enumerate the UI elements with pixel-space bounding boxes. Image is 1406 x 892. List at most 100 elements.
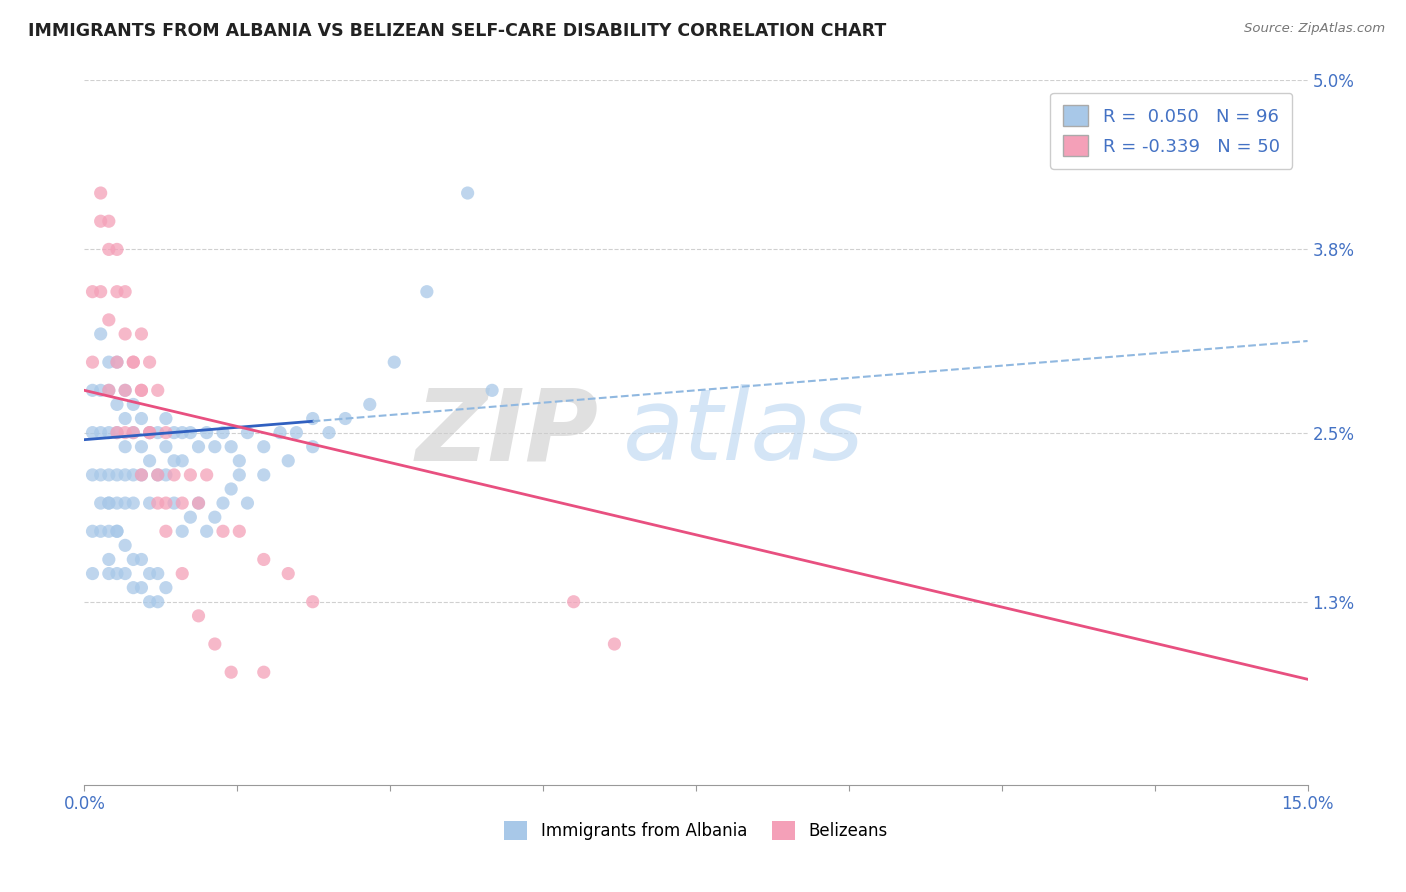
Point: [335, 411, 357, 425]
Point: [219, 482, 242, 496]
Text: ZIP: ZIP: [415, 384, 598, 481]
Point: [97, 313, 120, 327]
Point: [90, 214, 112, 228]
Point: [97, 384, 120, 398]
Point: [204, 510, 226, 524]
Point: [277, 566, 299, 581]
Point: [131, 552, 153, 566]
Point: [253, 440, 276, 454]
Point: [97, 467, 120, 482]
Point: [97, 214, 120, 228]
Point: [105, 355, 128, 369]
Point: [122, 581, 145, 595]
Point: [90, 467, 112, 482]
Point: [131, 467, 153, 482]
Point: [138, 425, 160, 440]
Point: [163, 467, 186, 482]
Point: [219, 440, 242, 454]
Point: [359, 397, 381, 411]
Point: [253, 552, 276, 566]
Text: Source: ZipAtlas.com: Source: ZipAtlas.com: [1244, 22, 1385, 36]
Legend: Immigrants from Albania, Belizeans: Immigrants from Albania, Belizeans: [498, 814, 894, 847]
Point: [131, 411, 153, 425]
Point: [155, 581, 177, 595]
Point: [195, 425, 218, 440]
Point: [269, 425, 291, 440]
Point: [114, 566, 136, 581]
Point: [236, 496, 259, 510]
Point: [105, 243, 128, 257]
Point: [90, 326, 112, 341]
Point: [114, 440, 136, 454]
Point: [138, 425, 160, 440]
Point: [131, 440, 153, 454]
Point: [105, 425, 128, 440]
Text: IMMIGRANTS FROM ALBANIA VS BELIZEAN SELF-CARE DISABILITY CORRELATION CHART: IMMIGRANTS FROM ALBANIA VS BELIZEAN SELF…: [28, 22, 886, 40]
Point: [172, 454, 194, 468]
Point: [277, 454, 299, 468]
Point: [114, 384, 136, 398]
Point: [90, 496, 112, 510]
Point: [457, 186, 479, 200]
Point: [146, 467, 169, 482]
Point: [97, 524, 120, 539]
Point: [155, 467, 177, 482]
Point: [90, 524, 112, 539]
Point: [172, 524, 194, 539]
Point: [97, 566, 120, 581]
Point: [155, 411, 177, 425]
Point: [122, 496, 145, 510]
Point: [603, 637, 626, 651]
Point: [212, 425, 235, 440]
Point: [481, 384, 503, 398]
Point: [90, 186, 112, 200]
Point: [97, 496, 120, 510]
Point: [163, 425, 186, 440]
Point: [318, 425, 340, 440]
Point: [114, 496, 136, 510]
Point: [114, 425, 136, 440]
Point: [155, 496, 177, 510]
Text: atlas: atlas: [623, 384, 865, 481]
Point: [179, 425, 201, 440]
Point: [187, 496, 209, 510]
Point: [228, 524, 250, 539]
Point: [114, 411, 136, 425]
Point: [253, 665, 276, 680]
Point: [146, 384, 169, 398]
Point: [131, 467, 153, 482]
Point: [179, 510, 201, 524]
Point: [90, 285, 112, 299]
Point: [122, 467, 145, 482]
Point: [131, 384, 153, 398]
Point: [114, 384, 136, 398]
Point: [416, 285, 439, 299]
Point: [195, 467, 218, 482]
Point: [131, 326, 153, 341]
Point: [97, 384, 120, 398]
Point: [131, 384, 153, 398]
Point: [179, 467, 201, 482]
Point: [138, 425, 160, 440]
Point: [228, 467, 250, 482]
Point: [155, 524, 177, 539]
Point: [90, 425, 112, 440]
Point: [146, 425, 169, 440]
Point: [138, 454, 160, 468]
Point: [105, 524, 128, 539]
Point: [82, 467, 104, 482]
Point: [105, 397, 128, 411]
Point: [212, 496, 235, 510]
Point: [146, 595, 169, 609]
Point: [219, 665, 242, 680]
Point: [228, 454, 250, 468]
Point: [301, 440, 323, 454]
Point: [122, 425, 145, 440]
Point: [163, 454, 186, 468]
Point: [97, 552, 120, 566]
Point: [172, 566, 194, 581]
Point: [105, 566, 128, 581]
Point: [82, 355, 104, 369]
Point: [155, 440, 177, 454]
Point: [301, 411, 323, 425]
